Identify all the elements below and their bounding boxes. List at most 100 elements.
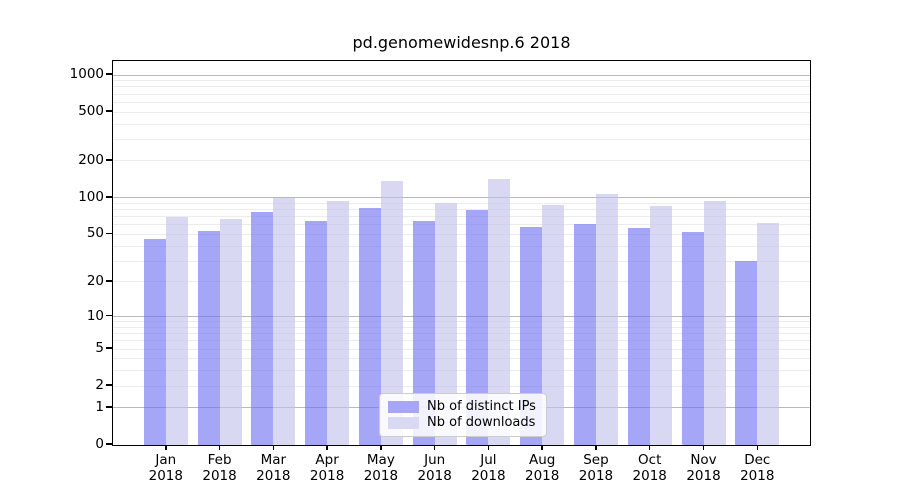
minor-gridline (113, 326, 810, 328)
y-tick-label: 1 (95, 398, 104, 415)
x-tick-label: Jul 2018 (448, 452, 528, 484)
chart-title: pd.genomewidesnp.6 2018 (352, 33, 571, 52)
legend-label-distinct-ips: Nb of distinct IPs (427, 399, 536, 414)
y-tick-mark (106, 159, 112, 161)
legend: Nb of distinct IPs Nb of downloads (379, 393, 547, 437)
x-tick-label: Feb 2018 (180, 452, 260, 484)
major-gridline (113, 74, 810, 76)
minor-gridline (113, 111, 810, 113)
minor-gridline (113, 123, 810, 125)
bar-oct-downloads (649, 205, 672, 445)
x-tick-label: Apr 2018 (287, 452, 367, 484)
x-tick-month: Oct (638, 452, 662, 468)
legend-item-distinct-ips: Nb of distinct IPs (388, 400, 538, 414)
x-tick-year: 2018 (525, 468, 560, 484)
x-tick-year: 2018 (417, 468, 452, 484)
x-tick-year: 2018 (686, 468, 721, 484)
minor-gridline (113, 321, 810, 323)
legend-swatch-distinct-ips (388, 401, 419, 413)
bar-jun-distinct-ips (412, 220, 435, 445)
y-tick-mark (106, 196, 112, 198)
x-tick-month: May (366, 452, 395, 468)
bar-sep-downloads (595, 194, 618, 445)
x-tick-year: 2018 (740, 468, 775, 484)
y-tick-mark (106, 232, 112, 235)
x-tick-year: 2018 (202, 468, 237, 484)
bar-nov-distinct-ips (681, 232, 704, 445)
y-tick-label: 20 (86, 272, 104, 289)
x-tick-month: Jun (424, 452, 446, 468)
x-tick-year: 2018 (578, 468, 614, 484)
legend-label-downloads: Nb of downloads (427, 415, 536, 430)
bar-dec-distinct-ips (735, 261, 758, 445)
x-tick-month: Mar (260, 452, 287, 468)
y-tick-mark (106, 280, 112, 282)
minor-gridline (113, 138, 810, 140)
bar-mar-distinct-ips (251, 211, 274, 445)
y-tick-mark (106, 73, 112, 75)
x-tick-month: Feb (207, 452, 232, 468)
x-tick-label: Oct 2018 (610, 452, 690, 484)
y-tick-mark (106, 443, 112, 445)
minor-gridline (113, 216, 810, 218)
minor-gridline (113, 233, 810, 235)
minor-gridline (113, 101, 810, 103)
x-tick-mark (165, 445, 167, 450)
x-tick-mark (487, 445, 490, 450)
y-tick-label: 100 (78, 188, 104, 205)
x-tick-month: Aug (529, 452, 556, 468)
legend-item-downloads: Nb of downloads (388, 416, 538, 430)
y-tick-label: 50 (86, 225, 104, 242)
y-tick-label: 5 (95, 340, 104, 357)
bar-apr-distinct-ips (305, 220, 328, 445)
bar-jul-downloads (488, 178, 511, 445)
y-tick-mark (106, 384, 112, 386)
minor-gridline (113, 333, 810, 335)
bar-aug-distinct-ips (520, 226, 543, 445)
y-tick-mark (106, 347, 112, 349)
minor-gridline (113, 86, 810, 88)
x-tick-mark (326, 445, 328, 450)
x-tick-year: 2018 (471, 468, 506, 484)
minor-gridline (113, 245, 810, 247)
x-tick-mark (218, 445, 221, 450)
minor-gridline (113, 224, 810, 226)
y-tick-label: 1000 (69, 65, 104, 82)
x-tick-mark (433, 445, 436, 450)
x-tick-mark (272, 445, 275, 450)
x-tick-mark (702, 445, 705, 450)
minor-gridline (113, 358, 810, 360)
y-tick-mark (106, 314, 112, 317)
x-tick-month: Jul (480, 452, 497, 468)
minor-gridline (113, 348, 810, 350)
major-gridline (113, 197, 810, 199)
x-tick-label: Aug 2018 (502, 452, 582, 484)
minor-gridline (113, 202, 810, 204)
bar-jul-distinct-ips (466, 209, 489, 445)
y-tick-label: 500 (78, 103, 104, 120)
bar-may-downloads (380, 180, 403, 445)
x-tick-year: 2018 (148, 468, 183, 484)
bar-nov-downloads (703, 201, 726, 445)
bars-layer (113, 61, 810, 445)
y-tick-label: 200 (78, 151, 104, 168)
x-tick-month: Apr (315, 452, 339, 468)
y-tick-mark (106, 110, 112, 112)
x-tick-label: Sep 2018 (556, 452, 636, 484)
bar-jun-downloads (434, 202, 457, 445)
bar-dec-downloads (757, 223, 780, 445)
x-tick-month: Jan (155, 452, 177, 468)
y-tick-label: 0 (95, 436, 104, 452)
grid-layer (113, 61, 810, 445)
minor-gridline (113, 281, 810, 283)
x-tick-month: Nov (690, 452, 717, 468)
x-tick-month: Dec (744, 452, 771, 468)
bar-feb-downloads (219, 219, 242, 445)
x-tick-year: 2018 (632, 468, 667, 484)
x-tick-month: Sep (583, 452, 609, 468)
bar-apr-downloads (327, 200, 350, 445)
x-tick-mark (380, 445, 382, 450)
minor-gridline (113, 370, 810, 372)
bar-sep-distinct-ips (573, 223, 596, 445)
